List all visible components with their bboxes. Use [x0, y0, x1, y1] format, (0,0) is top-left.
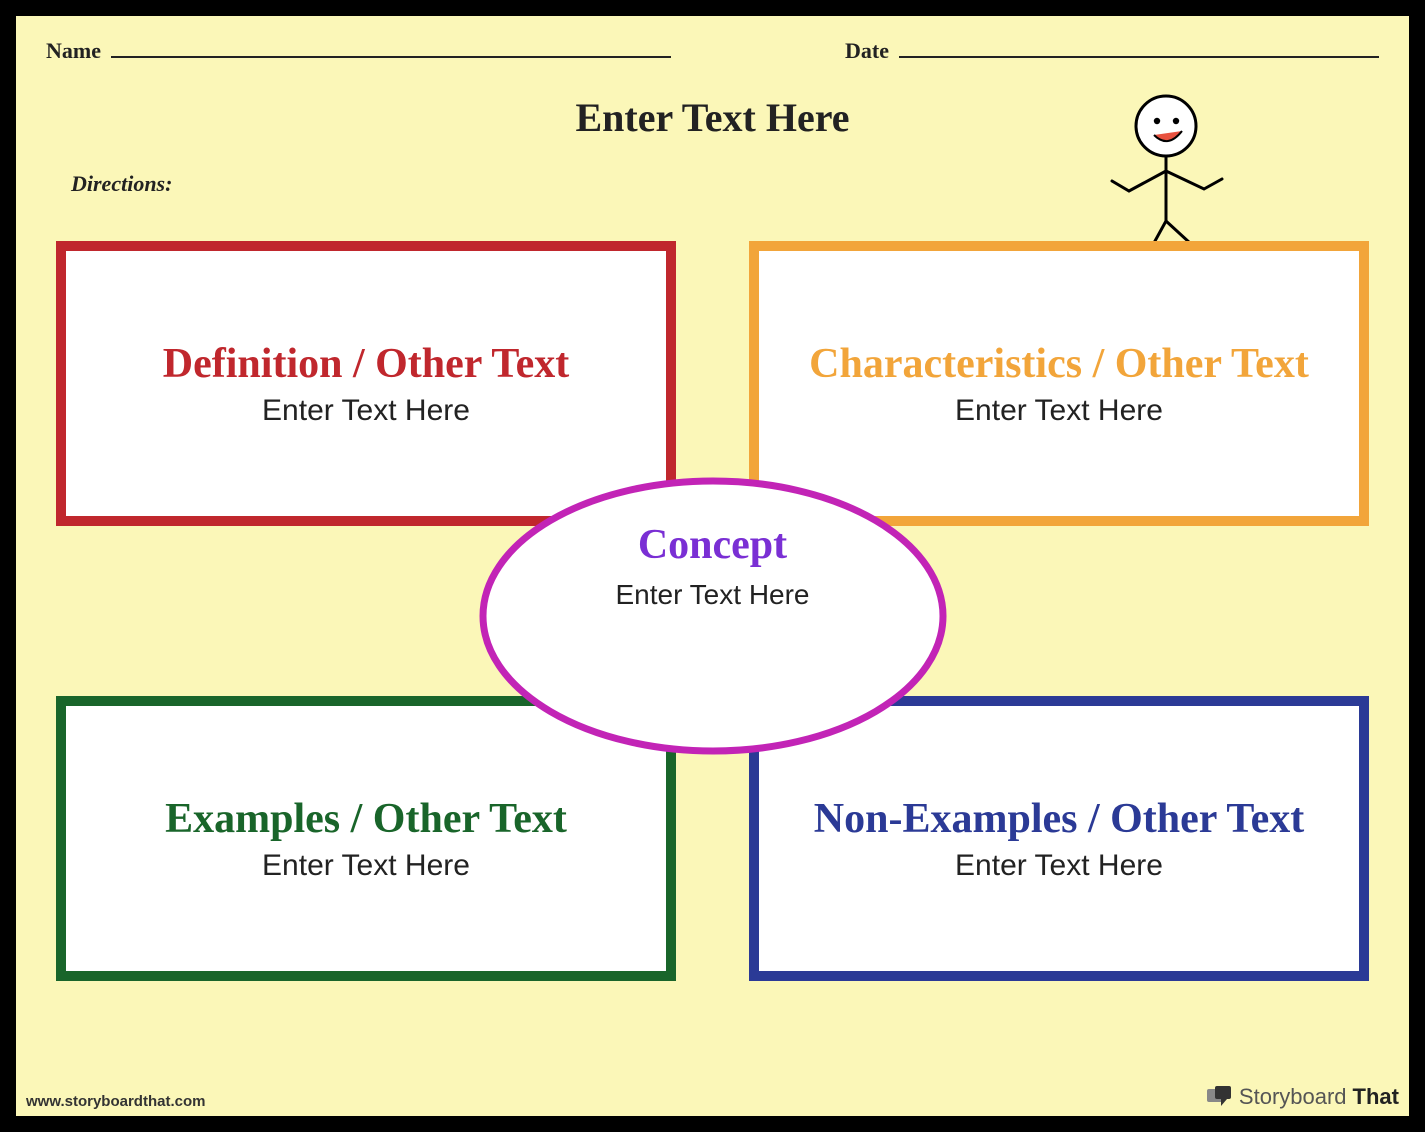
directions-label: Directions:: [71, 171, 172, 197]
brand-bold: That: [1353, 1084, 1399, 1110]
worksheet-page: Name Date Enter Text Here Directions: De…: [14, 14, 1411, 1118]
date-field: Date: [845, 38, 1379, 64]
nonexamples-title: Non-Examples / Other Text: [814, 795, 1304, 843]
date-input-line[interactable]: [899, 40, 1379, 58]
storyboard-logo-icon: [1207, 1086, 1233, 1108]
concept-title: Concept: [638, 521, 787, 569]
definition-title: Definition / Other Text: [163, 340, 569, 388]
name-field: Name: [46, 38, 671, 64]
concept-sub: Enter Text Here: [615, 579, 809, 611]
date-label: Date: [845, 38, 889, 64]
footer-url: www.storyboardthat.com: [26, 1093, 205, 1110]
name-label: Name: [46, 38, 101, 64]
characteristics-title: Characteristics / Other Text: [809, 340, 1309, 388]
characteristics-sub: Enter Text Here: [955, 394, 1163, 428]
concept-ellipse[interactable]: Concept Enter Text Here: [473, 471, 953, 761]
stick-figure-icon: [1094, 91, 1234, 261]
concept-content: Concept Enter Text Here: [473, 471, 953, 761]
examples-sub: Enter Text Here: [262, 849, 470, 883]
definition-sub: Enter Text Here: [262, 394, 470, 428]
brand-light: Storyboard: [1239, 1084, 1347, 1110]
header-row: Name Date: [46, 38, 1379, 64]
footer-brand: StoryboardThat: [1207, 1084, 1399, 1110]
examples-title: Examples / Other Text: [165, 795, 567, 843]
name-input-line[interactable]: [111, 40, 671, 58]
nonexamples-sub: Enter Text Here: [955, 849, 1163, 883]
